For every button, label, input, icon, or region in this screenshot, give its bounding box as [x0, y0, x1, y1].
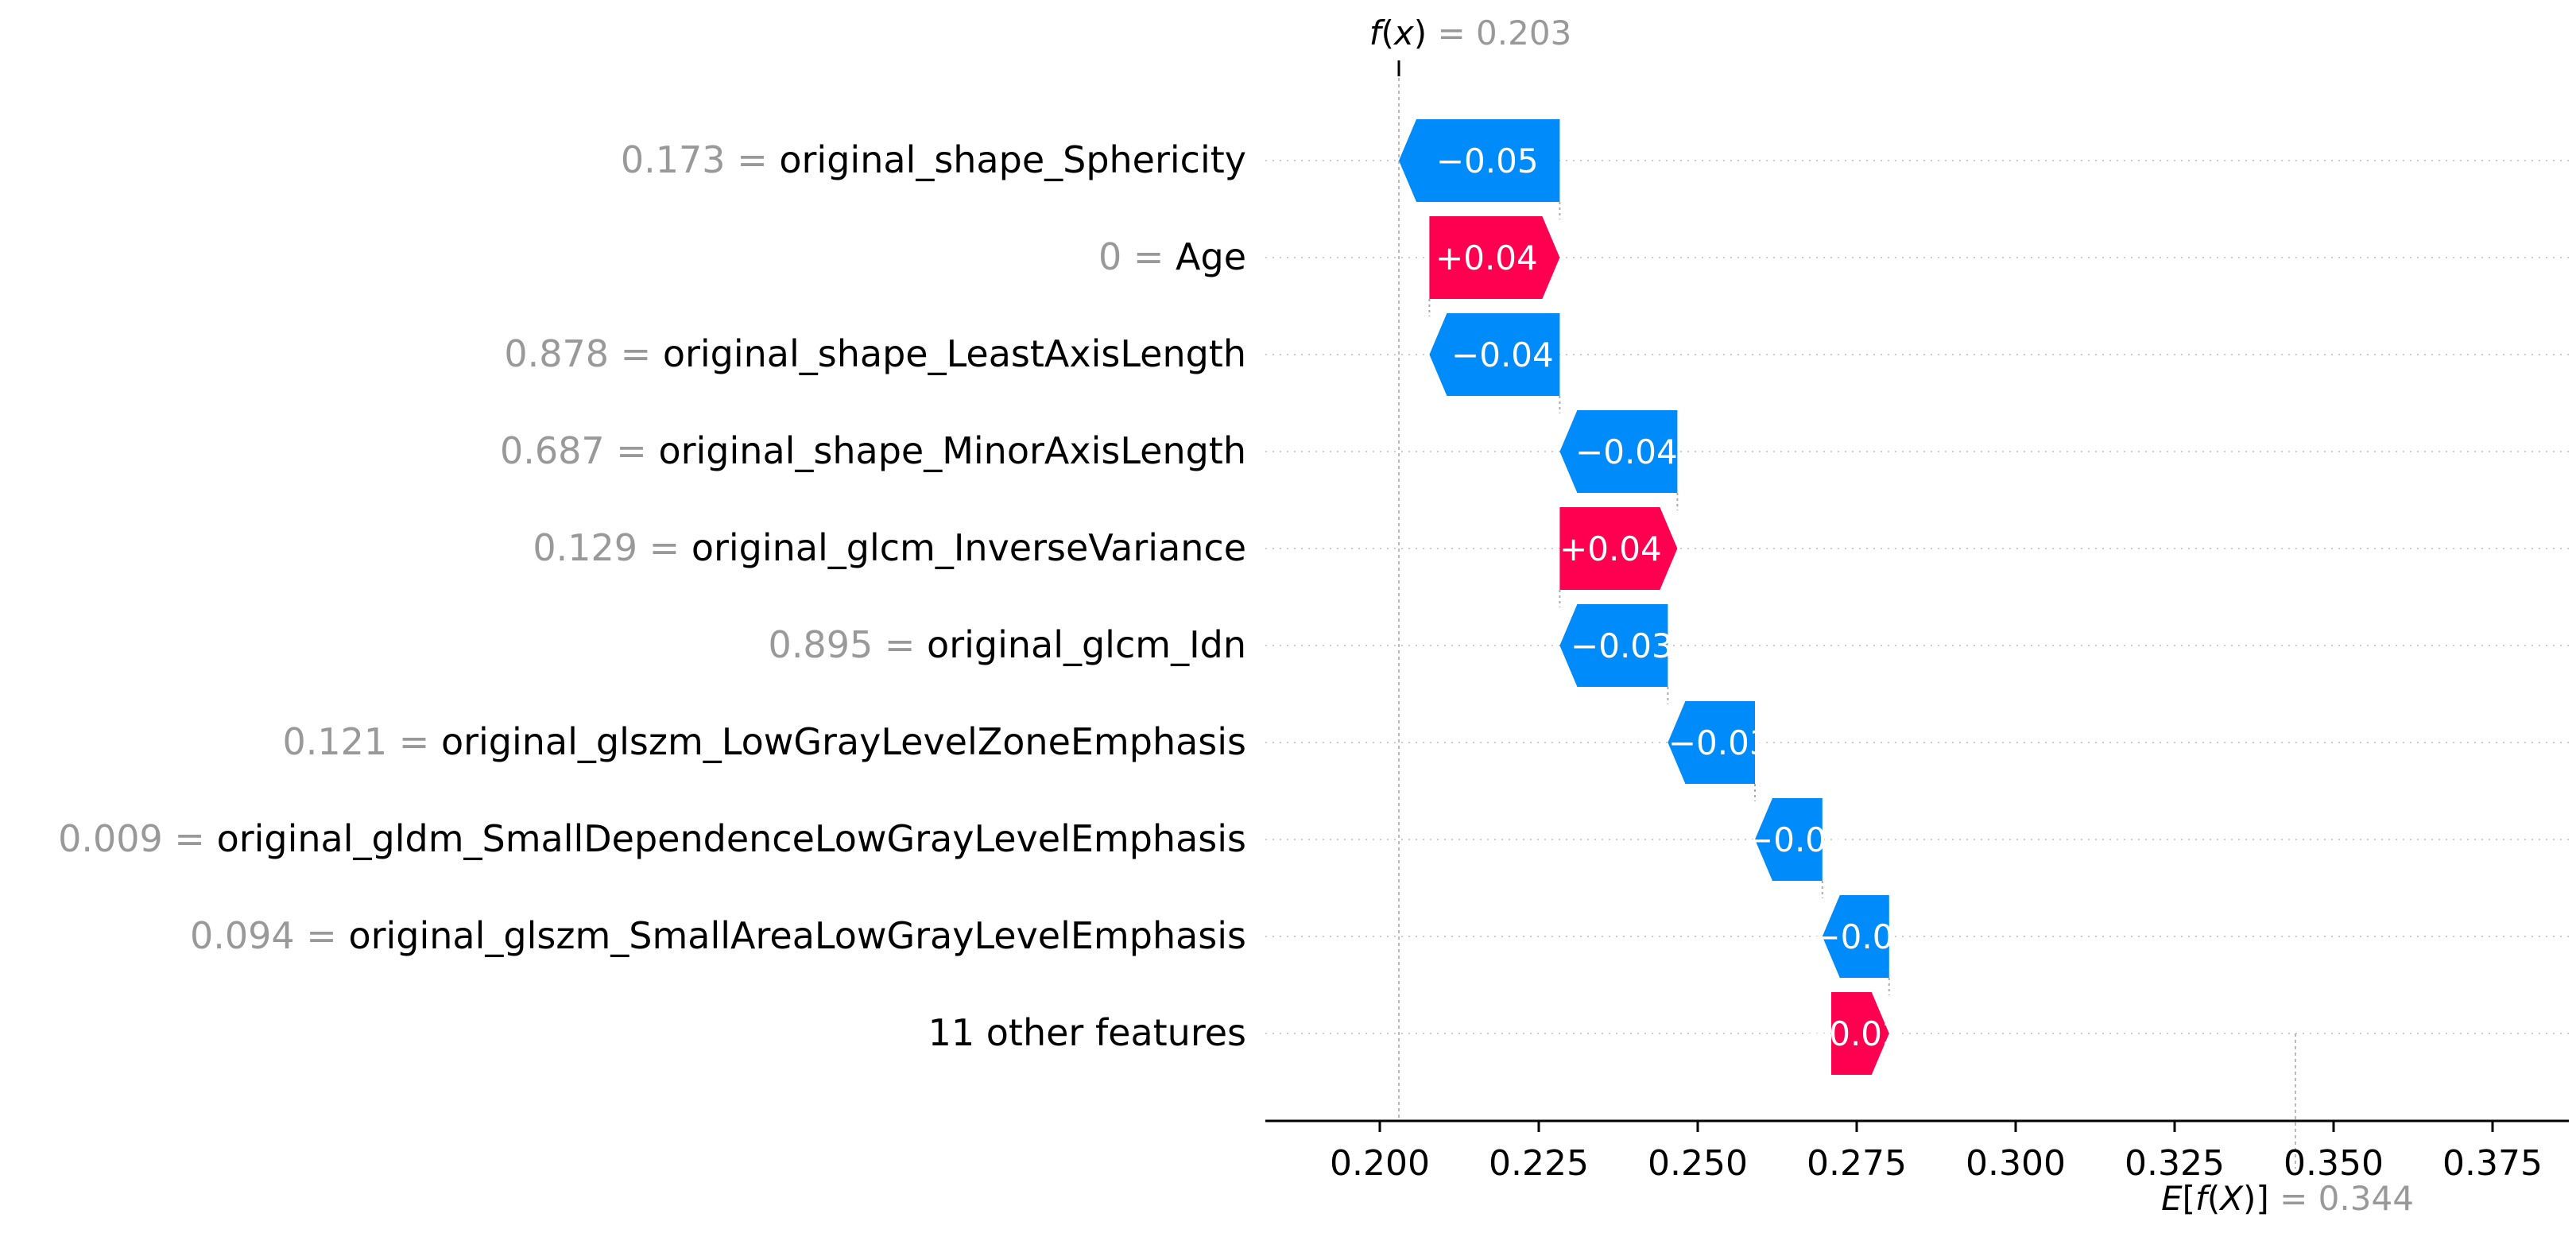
feature-equals: =: [726, 138, 780, 181]
feature-equals: =: [609, 332, 663, 375]
feature-name: 11 other features: [928, 1011, 1246, 1054]
feature-value: 0.009: [58, 817, 163, 860]
negative-contribution-bar: [1559, 604, 1668, 687]
efx-E: E: [2161, 1179, 2183, 1218]
feature-value: 0.129: [533, 526, 637, 569]
grid-lines: [1265, 160, 2569, 1034]
feature-label: 0.878 = original_shape_LeastAxisLength: [504, 332, 1246, 375]
contribution-label: −0.02: [1812, 917, 1915, 956]
feature-labels: 0.173 = original_shape_Sphericity 0 = Age…: [58, 138, 1246, 1054]
feature-label: 0.094 = original_glszm_SmallAreaLowGrayL…: [190, 914, 1246, 957]
feature-value: 0: [1098, 235, 1121, 278]
efx-eq: =: [2269, 1179, 2318, 1218]
x-axis: 0.200 0.225 0.250 0.275 0.300 0.325 0.350 0.375: [1265, 1119, 2569, 1184]
fx-eq: =: [1427, 14, 1476, 52]
feature-equals: =: [163, 817, 217, 860]
feature-equals: =: [605, 429, 659, 472]
negative-contribution-bar: [1822, 895, 1889, 978]
contribution-label: −0.04: [1451, 335, 1554, 374]
efx-X: X: [2218, 1179, 2244, 1218]
x-tick-label: 0.275: [1807, 1143, 1907, 1184]
x-tick-label: 0.250: [1648, 1143, 1748, 1184]
contribution-label: +0.04: [1435, 238, 1538, 277]
fx-paren-close: ): [1414, 14, 1427, 52]
output-value-label: f(x) = 0.203: [1369, 14, 1572, 52]
feature-value: 0.094: [190, 914, 295, 957]
output-value-annotation: f(x) = 0.203: [1369, 14, 1572, 76]
feature-equals: =: [295, 914, 349, 957]
contribution-label: +0.04: [1559, 529, 1662, 568]
x-tick-label: 0.300: [1966, 1143, 2066, 1184]
feature-name: original_glszm_LowGrayLevelZoneEmphasis: [441, 720, 1246, 763]
feature-equals: =: [1121, 235, 1176, 278]
feature-name: original_shape_LeastAxisLength: [663, 332, 1246, 375]
efx-bracket-open: [: [2183, 1179, 2195, 1218]
feature-label: 0.121 = original_glszm_LowGrayLevelZoneE…: [282, 720, 1246, 763]
contribution-label: −0.05: [1436, 142, 1539, 180]
feature-label: 0.687 = original_shape_MinorAxisLength: [500, 429, 1246, 472]
positive-contribution-bar: [1429, 216, 1560, 299]
contribution-label: +0.02: [1801, 1014, 1904, 1053]
negative-contribution-bar: [1429, 313, 1560, 396]
efx-paren-close: )]: [2243, 1179, 2269, 1218]
efx-value: 0.344: [2318, 1179, 2414, 1218]
feature-name: original_gldm_SmallDependenceLowGrayLeve…: [217, 817, 1246, 860]
contribution-label: −0.04: [1575, 432, 1678, 471]
negative-contribution-bar: [1755, 798, 1823, 881]
feature-label: 11 other features: [928, 1011, 1246, 1054]
feature-equals: =: [387, 720, 441, 763]
fx-value: 0.203: [1476, 14, 1571, 52]
fx-x: x: [1393, 14, 1415, 52]
feature-name: original_shape_MinorAxisLength: [658, 429, 1246, 472]
positive-contribution-bar: [1559, 507, 1678, 590]
feature-label: 0.173 = original_shape_Sphericity: [621, 138, 1246, 181]
feature-value: 0.121: [282, 720, 387, 763]
contribution-label: −0.02: [1745, 820, 1848, 859]
x-tick-label: 0.200: [1330, 1143, 1430, 1184]
negative-contribution-bar: [1559, 410, 1678, 493]
negative-contribution-bar: [1399, 119, 1560, 202]
base-value-label: E[f(X)] = 0.344: [2161, 1179, 2414, 1218]
feature-value: 0.173: [621, 138, 726, 181]
bars: −0.05 +0.04 −0.04 −0.04 +0.04 −0.03 −0.03 −0.02…: [1399, 119, 1915, 1075]
contribution-label: −0.03: [1571, 626, 1673, 665]
feature-value: 0.895: [769, 623, 874, 666]
x-tick-label: 0.350: [2284, 1143, 2384, 1184]
base-value-annotation: E[f(X)] = 0.344: [2161, 1179, 2414, 1218]
negative-contribution-bar: [1668, 701, 1755, 784]
feature-label: 0.129 = original_glcm_InverseVariance: [533, 526, 1246, 569]
feature-name: original_glcm_InverseVariance: [691, 526, 1246, 569]
connector-lines: [1398, 72, 2296, 1169]
feature-value: 0.878: [504, 332, 609, 375]
feature-name: original_shape_Sphericity: [779, 138, 1246, 181]
x-tick-label: 0.325: [2125, 1143, 2225, 1184]
feature-label: 0 = Age: [1098, 235, 1246, 278]
feature-name: original_glcm_Idn: [927, 623, 1246, 666]
feature-name: original_glszm_SmallAreaLowGrayLevelEmph…: [348, 914, 1246, 957]
feature-value: 0.687: [500, 429, 605, 472]
positive-contribution-bar: [1831, 992, 1889, 1075]
x-tick-label: 0.375: [2442, 1143, 2543, 1184]
feature-equals: =: [637, 526, 691, 569]
feature-name: Age: [1176, 235, 1246, 278]
x-tick-label: 0.225: [1489, 1143, 1589, 1184]
contribution-label: −0.03: [1668, 723, 1771, 762]
efx-paren-open: (: [2207, 1179, 2220, 1218]
feature-label: 0.895 = original_glcm_Idn: [769, 623, 1246, 666]
feature-equals: =: [873, 623, 927, 666]
fx-paren-open: (: [1381, 14, 1394, 52]
feature-label: 0.009 = original_gldm_SmallDependenceLow…: [58, 817, 1246, 860]
